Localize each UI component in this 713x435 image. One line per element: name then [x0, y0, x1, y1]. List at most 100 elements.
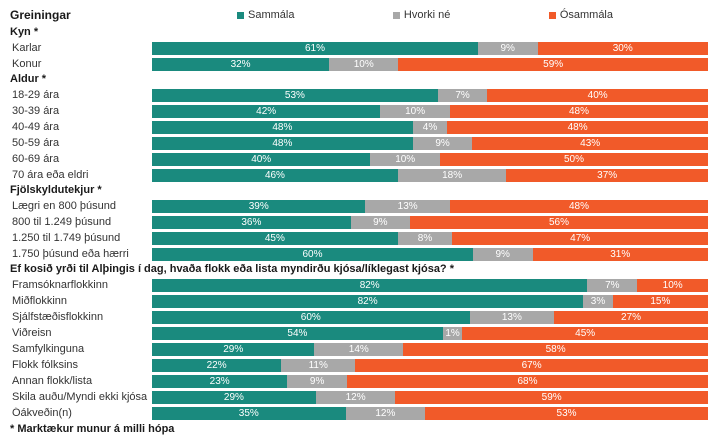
segment-value-label: 45% [575, 327, 596, 339]
chart-header-row: Greiningar Sammála Hvorki né Ósammála [10, 5, 708, 25]
bar-segment-hvorki-ne: 11% [281, 358, 356, 372]
legend-swatch-orange-icon [548, 11, 556, 19]
bar-segment-hvorki-ne: 9% [477, 41, 538, 55]
bar-segment-hvorki-ne: 10% [380, 104, 450, 118]
row-label: Konur [12, 57, 42, 70]
chart-row: Konur 32% 10% 59% [10, 56, 709, 72]
segment-value-label: 37% [597, 169, 618, 181]
row-label: Framsóknarflokkinn [12, 278, 108, 291]
segment-value-label: 9% [495, 248, 510, 260]
bar-segment-hvorki-ne: 9% [287, 374, 347, 388]
segment-value-label: 9% [500, 42, 515, 54]
bar-segment-hvorki-ne: 7% [587, 278, 638, 292]
stacked-bar: 32% 10% 59% [152, 57, 709, 71]
bar-segment-hvorki-ne: 12% [315, 390, 396, 404]
bar-segment-sammala: 82% [152, 278, 588, 292]
stacked-bar: 60% 13% 27% [152, 310, 708, 324]
stacked-bar: 40% 10% 50% [152, 152, 708, 166]
bar-segment-osammala: 40% [487, 88, 708, 102]
bar-segment-osammala: 30% [537, 41, 708, 55]
segment-value-label: 48% [568, 200, 589, 212]
group-header: Fjölskyldutekjur * [10, 184, 102, 196]
chart-row: 1.750 þúsund eða hærri 60% 9% 31% [10, 246, 708, 262]
bar-segment-sammala: 82% [152, 294, 584, 308]
stacked-bar: 22% 11% 67% [152, 358, 708, 372]
bar-segment-sammala: 46% [152, 168, 398, 182]
bar-segment-osammala: 58% [403, 342, 709, 356]
bar-segment-sammala: 40% [152, 152, 371, 166]
bar-segment-osammala: 27% [554, 310, 708, 324]
bar-segment-hvorki-ne: 10% [370, 152, 440, 166]
row-label: Skila auðu/Myndi ekki kjósa [12, 390, 148, 403]
row-label: 30-39 ára [12, 104, 60, 117]
segment-value-label: 59% [541, 391, 562, 403]
row-label: 50-59 ára [12, 136, 60, 149]
stacked-bar: 53% 7% 40% [152, 88, 708, 102]
segment-value-label: 13% [501, 311, 522, 323]
segment-value-label: 3% [590, 295, 606, 307]
stacked-bar: 61% 9% 30% [152, 41, 708, 55]
segment-value-label: 27% [621, 311, 642, 323]
footnote: * Marktækur munur á milli hópa [10, 423, 175, 435]
segment-value-label: 10% [405, 105, 426, 117]
segment-value-label: 82% [357, 295, 378, 307]
stacked-bar: 48% 4% 48% [152, 120, 709, 134]
bar-segment-osammala: 15% [612, 294, 709, 308]
bar-segment-hvorki-ne: 7% [437, 88, 488, 102]
bar-segment-sammala: 53% [152, 88, 438, 102]
segment-value-label: 9% [373, 216, 388, 228]
segment-value-label: 10% [353, 58, 374, 70]
bar-segment-hvorki-ne: 8% [397, 231, 453, 245]
segment-value-label: 29% [223, 343, 244, 355]
segment-value-label: 59% [543, 58, 564, 70]
bar-segment-sammala: 29% [152, 390, 316, 404]
bar-segment-hvorki-ne: 9% [472, 247, 533, 261]
bar-segment-sammala: 36% [152, 215, 351, 229]
bar-segment-osammala: 53% [425, 406, 708, 420]
bar-segment-hvorki-ne: 13% [365, 199, 450, 213]
bar-segment-osammala: 31% [532, 247, 708, 261]
segment-value-label: 23% [209, 375, 230, 387]
row-label: Viðreisn [12, 326, 52, 339]
bar-segment-osammala: 48% [449, 199, 708, 213]
stacked-bar: 42% 10% 48% [152, 104, 708, 118]
segment-value-label: 7% [455, 89, 470, 101]
segment-value-label: 7% [605, 279, 620, 291]
stacked-bar: 54% 1% 45% [152, 326, 708, 340]
segment-value-label: 47% [570, 232, 591, 244]
row-label: Samfylkinguna [12, 342, 85, 355]
segment-value-label: 40% [251, 153, 272, 165]
row-label: Óákveðin(n) [12, 406, 72, 419]
chart-row: Framsóknarflokkinn 82% 7% 10% [10, 277, 708, 293]
bar-segment-osammala: 45% [462, 326, 708, 340]
segment-value-label: 67% [521, 359, 542, 371]
segment-value-label: 48% [272, 137, 293, 149]
stacked-bar: 46% 18% 37% [152, 168, 708, 182]
bar-segment-osammala: 48% [449, 104, 708, 118]
segment-value-label: 43% [580, 137, 601, 149]
segment-value-label: 12% [375, 407, 396, 419]
chart-row: Samfylkinguna 29% 14% 58% [10, 341, 709, 357]
bar-segment-sammala: 35% [152, 406, 346, 420]
bar-segment-osammala: 68% [346, 374, 708, 388]
legend-item-hvorki-ne: Hvorki né [392, 9, 450, 21]
bar-segment-hvorki-ne: 3% [583, 294, 613, 308]
stacked-bar: 36% 9% 56% [152, 215, 708, 229]
segment-value-label: 60% [302, 248, 323, 260]
chart-row: 70 ára eða eldri 46% 18% 37% [10, 167, 708, 183]
chart-row: 18-29 ára 53% 7% 40% [10, 87, 708, 103]
segment-value-label: 12% [345, 391, 366, 403]
segment-value-label: 9% [309, 375, 325, 387]
bar-segment-osammala: 37% [506, 168, 708, 182]
segment-value-label: 9% [435, 137, 450, 149]
chart-row: Skila auðu/Myndi ekki kjósa 29% 12% 59% [10, 389, 708, 405]
segment-value-label: 11% [308, 359, 328, 371]
page-title: Greiningar [10, 8, 71, 22]
legend-swatch-teal-icon [237, 11, 244, 19]
stacked-bar: 82% 7% 10% [152, 278, 708, 292]
bar-segment-hvorki-ne: 14% [314, 342, 404, 356]
group-header: Ef kosið yrði til Alþingis í dag, hvaða … [10, 263, 454, 275]
chart-row: Óákveðin(n) 35% 12% 53% [10, 405, 708, 421]
bar-segment-sammala: 60% [152, 310, 470, 324]
